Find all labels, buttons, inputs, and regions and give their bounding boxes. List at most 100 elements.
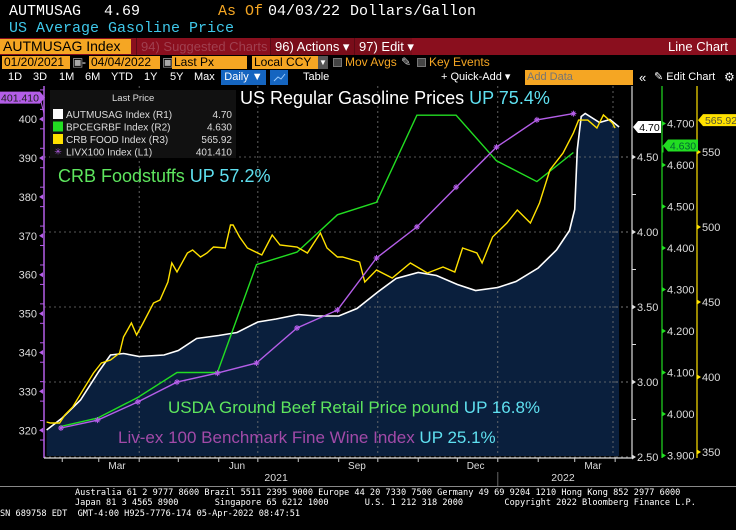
tick-mark <box>39 311 43 317</box>
legend-swatch <box>53 121 63 132</box>
r3-last-value-tag: 565.92 <box>705 115 736 127</box>
quick-add-button[interactable]: + Quick-Add ▾ <box>441 71 511 83</box>
tick-mark <box>39 427 43 433</box>
period-button-1y[interactable]: 1Y <box>144 71 158 83</box>
tick-mark <box>662 411 666 417</box>
period-button-1d[interactable]: 1D <box>8 71 23 83</box>
footer-divider <box>0 486 736 487</box>
chart-type-label: Line Chart <box>668 39 728 54</box>
series-line-livx100 <box>60 112 574 429</box>
tick-mark <box>662 370 666 375</box>
data-point-marker <box>214 370 221 377</box>
r3-axis-tick-label: 450 <box>702 297 720 309</box>
period-button-3d[interactable]: 3D <box>33 71 48 83</box>
mov-avgs-checkbox[interactable] <box>333 58 342 67</box>
ticker: AUTMUSAG <box>9 3 82 20</box>
tick-mark <box>39 194 43 200</box>
r3-axis-tick-label: 500 <box>702 222 720 234</box>
left-axis-tick-label: 370 <box>19 231 37 243</box>
l1-last-value-tag: 401.410 <box>1 93 39 105</box>
tick-mark <box>697 449 701 455</box>
tick-mark <box>39 116 43 122</box>
legend-entry-name: LIVX100 Index (L1) <box>66 148 152 159</box>
annotation-part: USDA Ground Beef Retail Price pound <box>168 398 459 417</box>
end-date-input[interactable]: 04/04/2022 <box>89 56 160 69</box>
period-button-ytd[interactable]: YTD <box>111 71 133 83</box>
suggested-charts-button[interactable]: 94) Suggested Charts <box>136 38 268 55</box>
table-button[interactable]: Table <box>303 71 330 83</box>
r2-axis-tick-label: 4.200 <box>667 326 695 338</box>
edit-menu[interactable]: 97) Edit ▾ <box>354 38 414 55</box>
chevron-down-icon[interactable]: ▼ <box>318 56 328 69</box>
annotation-part: Liv-ex 100 Benchmark Fine Wine Index <box>118 428 415 447</box>
tick-mark <box>662 287 666 292</box>
data-point-marker <box>373 254 380 261</box>
r2-axis-tick-label: 3.900 <box>667 451 695 463</box>
legend-entry-value: 4.630 <box>207 123 232 134</box>
gear-icon[interactable]: ⚙ <box>724 70 735 84</box>
data-point-marker <box>570 110 577 117</box>
left-axis-tick-label: 400 <box>19 114 37 126</box>
units: Dollars/Gallon <box>350 3 477 20</box>
as-of-label: As Of <box>218 3 264 20</box>
chart-annotation: Liv-ex 100 Benchmark Fine Wine Index UP … <box>118 428 496 447</box>
r1-last-value-tag: 4.70 <box>639 122 660 134</box>
collapse-icon[interactable]: « <box>639 70 647 85</box>
start-date-input[interactable]: 01/20/2021 <box>2 56 70 69</box>
legend-title: Last Price <box>112 93 154 104</box>
x-axis-tick-label: Jun <box>229 461 245 472</box>
key-events-checkbox[interactable] <box>417 58 426 67</box>
footer-contacts: Australia 61 2 9777 8600 Brazil 5511 239… <box>75 488 681 498</box>
data-point-marker <box>94 417 101 424</box>
r1-axis-tick-label: 3.50 <box>637 302 658 314</box>
left-axis-tick-label: 320 <box>19 425 37 437</box>
calendar-icon[interactable]: ▣ <box>72 55 84 69</box>
tick-mark <box>662 453 666 458</box>
security-field[interactable]: AUTMUSAG Index <box>0 39 131 54</box>
tick-mark <box>632 379 636 385</box>
data-point-marker <box>334 307 341 314</box>
left-axis-tick-label: 360 <box>19 270 37 282</box>
line-chart-icon[interactable] <box>270 70 288 85</box>
r2-axis-tick-label: 4.500 <box>667 202 695 214</box>
period-button-5y[interactable]: 5Y <box>170 71 184 83</box>
x-axis-tick-label: Sep <box>348 461 366 472</box>
calendar-icon[interactable]: ▣ <box>162 55 174 69</box>
l1-last-value-tag-bg <box>0 91 45 104</box>
r2-axis-tick-label: 4.000 <box>667 409 695 421</box>
frequency-select[interactable]: Daily ▼ <box>221 70 266 85</box>
add-data-input[interactable] <box>525 70 633 85</box>
tick-mark <box>662 204 666 209</box>
edit-chart-button[interactable]: ✎ Edit Chart <box>654 71 716 83</box>
last-value: 4.69 <box>104 3 141 20</box>
r1-axis-tick-label: 3.00 <box>637 377 658 389</box>
tick-mark <box>39 350 43 355</box>
legend-entry-name: AUTMUSAG Index (R1) <box>66 110 172 121</box>
r2-axis-tick-label: 4.100 <box>667 368 695 380</box>
period-button-max[interactable]: Max <box>194 71 215 83</box>
r2-axis-tick-label: 4.300 <box>667 285 695 297</box>
period-button-6m[interactable]: 6M <box>85 71 101 83</box>
r3-last-value-tag-bg <box>698 114 736 127</box>
r2-axis-tick-label: 4.700 <box>667 119 695 131</box>
actions-menu[interactable]: 96) Actions ▾ <box>270 38 354 55</box>
as-of-date: 04/03/22 <box>268 3 341 20</box>
legend-entry-name: CRB FOOD Index (R3) <box>66 135 168 146</box>
key-events-label: Key Events <box>429 55 490 69</box>
data-point-marker <box>253 360 260 367</box>
left-axis-tick-label: 330 <box>19 386 37 398</box>
r3-axis-tick-label: 550 <box>702 147 720 159</box>
period-button-1m[interactable]: 1M <box>59 71 75 83</box>
field-select[interactable]: Last Px <box>172 56 247 69</box>
series-line-crb <box>46 113 616 424</box>
pencil-icon[interactable]: ✎ <box>401 55 412 69</box>
legend-entry-value: 4.70 <box>213 110 233 121</box>
footer-session: SN 689758 EDT GMT-4:00 H925-7776-174 05-… <box>0 509 301 519</box>
currency-select[interactable]: Local CCY <box>252 56 318 69</box>
tick-mark <box>697 224 701 230</box>
x-axis-tick-label: Dec <box>467 461 485 472</box>
annotation-part: UP 57.2% <box>185 166 271 186</box>
tick-mark <box>662 328 666 334</box>
data-point-marker <box>174 379 180 386</box>
tick-mark <box>662 121 666 126</box>
